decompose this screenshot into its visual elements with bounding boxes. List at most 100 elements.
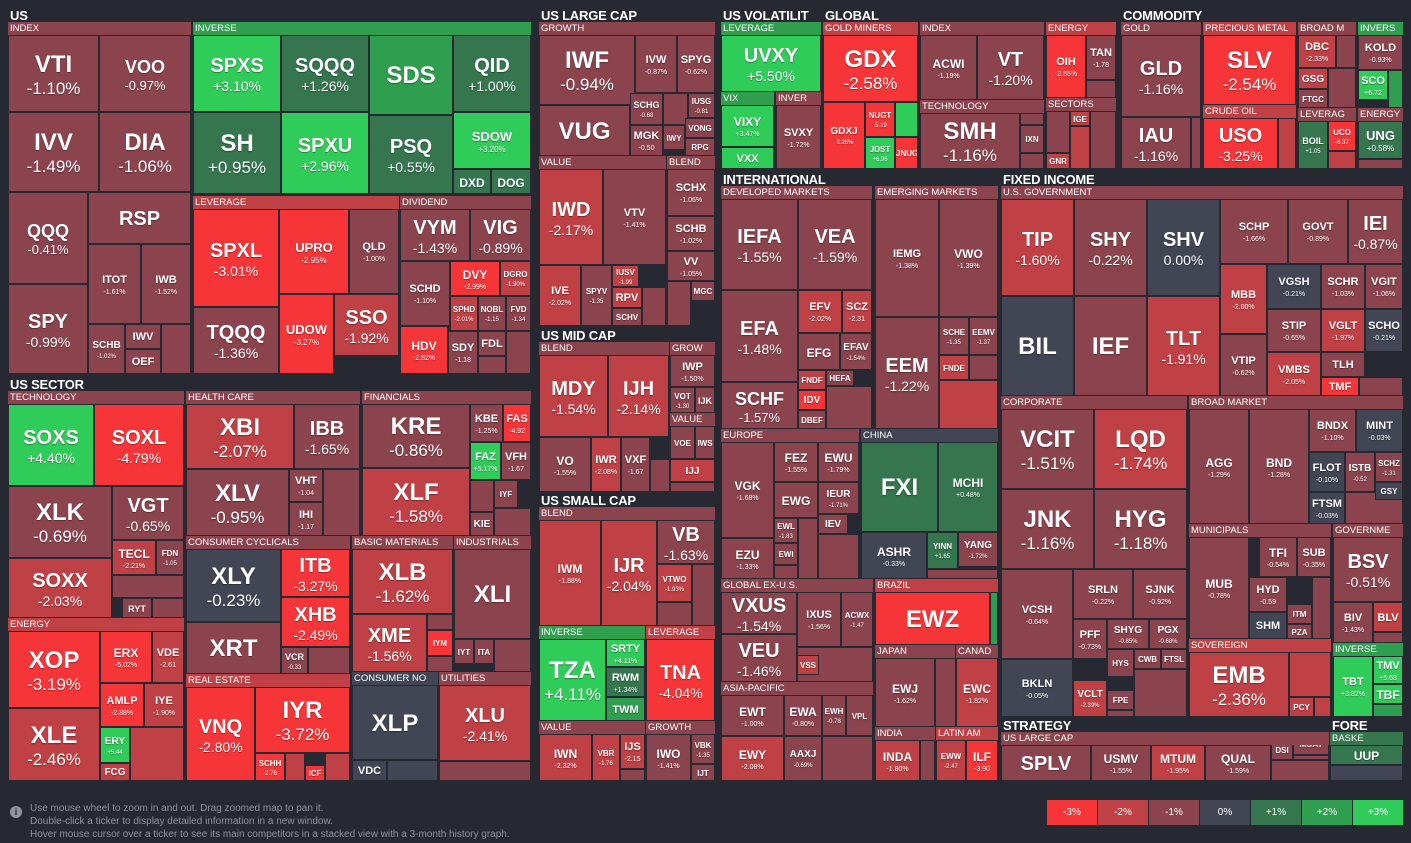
tile-sqqq[interactable]: SQQQ +1.26% [281,35,369,112]
tile-dog[interactable]: DOG [491,169,531,194]
tile-sh[interactable]: SH +0.95% [193,112,281,194]
tile-efg[interactable]: EFG [798,333,840,370]
tile-emb[interactable]: EMB -2.36% [1189,652,1289,717]
tile-jnug[interactable]: JNUG [895,137,918,169]
tile-fdn[interactable]: FDN -1.05 [156,540,184,575]
tile-ewu[interactable]: EWU -1.79% [818,442,859,482]
tile-usmv[interactable]: USMV -1.55% [1091,745,1151,781]
tile-srty[interactable]: SRTY +4.11% [606,639,645,667]
tile-vgk[interactable]: VGK -1.68% [721,442,774,538]
tile-erx[interactable]: ERX -5.02% [100,631,152,683]
tile-ewz[interactable]: EWZ [875,592,990,645]
tile-iwn[interactable]: IWN -2.32% [539,734,592,781]
tile-xlu[interactable]: XLU -2.41% [439,685,531,761]
tile-vwo[interactable]: VWO -1.39% [939,199,998,317]
tile-hefa[interactable]: HEFA [826,370,854,386]
tile-fez[interactable]: FEZ -1.55% [774,442,818,482]
tile-vea[interactable]: VEA -1.59% [798,199,872,290]
tile-inda[interactable]: INDA -1.80% [875,740,920,781]
tile-kie[interactable]: KIE [470,512,494,536]
tile-schx[interactable]: SCHX -1.06% [667,169,715,216]
tile-vss[interactable]: VSS [797,655,819,675]
etf-heatmap[interactable]: US US SECTOR US LARGE CAP US MID CAP US SMAL… [0,0,1411,800]
tile-sub[interactable]: SUB -0.35% [1297,537,1331,577]
tile-tbt[interactable]: TBT +3.82% [1333,656,1373,717]
tile-vclt[interactable]: VCLT -2.39% [1073,680,1107,717]
tile-qld[interactable]: QLD -1.00% [349,209,399,294]
tile-rsp[interactable]: RSP [88,192,191,244]
tile-ewt[interactable]: EWT -1.00% [721,695,784,736]
tile-psq[interactable]: PSQ +0.55% [369,115,453,194]
tile-efav[interactable]: EFAV -1.54% [840,333,872,370]
tile-iei[interactable]: IEI -0.87% [1348,199,1403,264]
tile-iyr[interactable]: IYR -3.72% [255,687,350,753]
tile-shm[interactable]: SHM [1249,612,1287,639]
tile-spxl[interactable]: SPXL -3.01% [193,209,279,307]
tile-gdx[interactable]: GDX -2.58% [823,35,918,102]
tile-ive[interactable]: IVE -2.02% [539,265,581,326]
tile-fndf[interactable]: FNDF [798,370,826,390]
tile-spxs[interactable]: SPXS +3.10% [193,35,281,112]
tile-iwp[interactable]: IWP -1.50% [670,355,715,387]
tile-ftgc[interactable]: FTGC [1298,89,1328,108]
tile-sdow[interactable]: SDOW +3.20% [453,112,531,169]
tile-smh[interactable]: SMH -1.16% [920,113,1020,169]
tile-mdy[interactable]: MDY -1.54% [539,355,608,437]
tile-srln[interactable]: SRLN -0.22% [1073,569,1133,619]
tile-voo[interactable]: VOO -0.97% [99,35,191,112]
tile-xlk[interactable]: XLK -0.69% [8,486,112,558]
tile-dbef[interactable]: DBEF [798,410,826,429]
tile-vig[interactable]: VIG -0.89% [470,209,531,261]
tile-schr[interactable]: SCHR -1.03% [1321,264,1365,309]
tile-ief[interactable]: IEF [1074,296,1147,396]
tile-efv[interactable]: EFV -2.02% [798,290,842,333]
tile-vv[interactable]: VV -1.05% [667,251,715,281]
tile-amlp[interactable]: AMLP -2.88% [100,683,144,727]
tile-pcy[interactable]: PCY [1289,697,1314,717]
tile-xli[interactable]: XLI [454,549,531,639]
tile-vbr[interactable]: VBR -1.76 [592,734,620,781]
tile-govt[interactable]: GOVT -0.89% [1288,199,1348,264]
tile-ryt[interactable]: RYT [122,598,152,618]
tile-hyg[interactable]: HYG -1.18% [1094,489,1187,569]
tile-ewy[interactable]: EWY -2.08% [721,736,784,781]
tile-agg[interactable]: AGG -1.29% [1189,409,1249,524]
tile-shv[interactable]: SHV 0.00% [1147,199,1220,296]
tile-vb[interactable]: VB -1.63% [657,520,715,564]
tile-dia[interactable]: DIA -1.06% [99,112,191,192]
tile-vug[interactable]: VUG [539,105,630,156]
tile-xlf[interactable]: XLF -1.58% [362,468,470,536]
tile-fxi[interactable]: FXI [861,442,938,532]
tile-qual[interactable]: QUAL -1.59% [1205,745,1271,781]
tile-twm[interactable]: TWM [606,697,645,721]
tile-vxf[interactable]: VXF -1.67 [621,437,650,492]
tile-schd[interactable]: SCHD -1.10% [400,261,450,326]
tile-vym[interactable]: VYM -1.43% [400,209,470,261]
tile-tmv[interactable]: TMV +5.68 [1373,656,1403,684]
tile-bnd[interactable]: BND -1.28% [1249,409,1309,524]
tile-efa[interactable]: EFA -1.48% [721,290,798,382]
tile-vo[interactable]: VO -1.55% [539,437,591,492]
tile-pff[interactable]: PFF -0.73% [1073,619,1107,659]
tile-bsv[interactable]: BSV -0.51% [1333,537,1403,602]
tile-xbi[interactable]: XBI -2.07% [186,404,294,469]
tile-xop[interactable]: XOP -3.19% [8,631,100,708]
tile-scz[interactable]: SCZ -2.31 [842,290,872,333]
tile-slv[interactable]: SLV -2.54% [1203,35,1296,105]
tile-vtv[interactable]: VTV -1.41% [603,169,666,265]
tile-eww[interactable]: EWW -2.47 [936,740,966,781]
tile-ewl[interactable]: EWL -1.83 [774,518,798,543]
tile-udow[interactable]: UDOW -3.27% [279,294,334,374]
tile-scho[interactable]: SCHO -0.21% [1365,309,1403,352]
tile-eem[interactable]: EEM -1.22% [875,317,939,429]
tile-ftsm[interactable]: FTSM -0.03% [1309,492,1345,524]
tile-ivw[interactable]: IVW -0.87% [635,35,677,93]
tile-gsy[interactable]: GSY [1375,482,1403,500]
tile-ewa[interactable]: EWA -0.80% [784,695,822,736]
tile-acwi[interactable]: ACWI -1.19% [920,35,977,100]
tile-iym[interactable]: IYM [427,630,453,656]
tile-acwx[interactable]: ACWX -1.47 [841,592,873,647]
tile-vgit[interactable]: VGIT -1.06% [1365,264,1403,309]
tile-faz[interactable]: FAZ +5.17% [470,442,501,480]
tile-iyf[interactable]: IYF [494,480,518,508]
